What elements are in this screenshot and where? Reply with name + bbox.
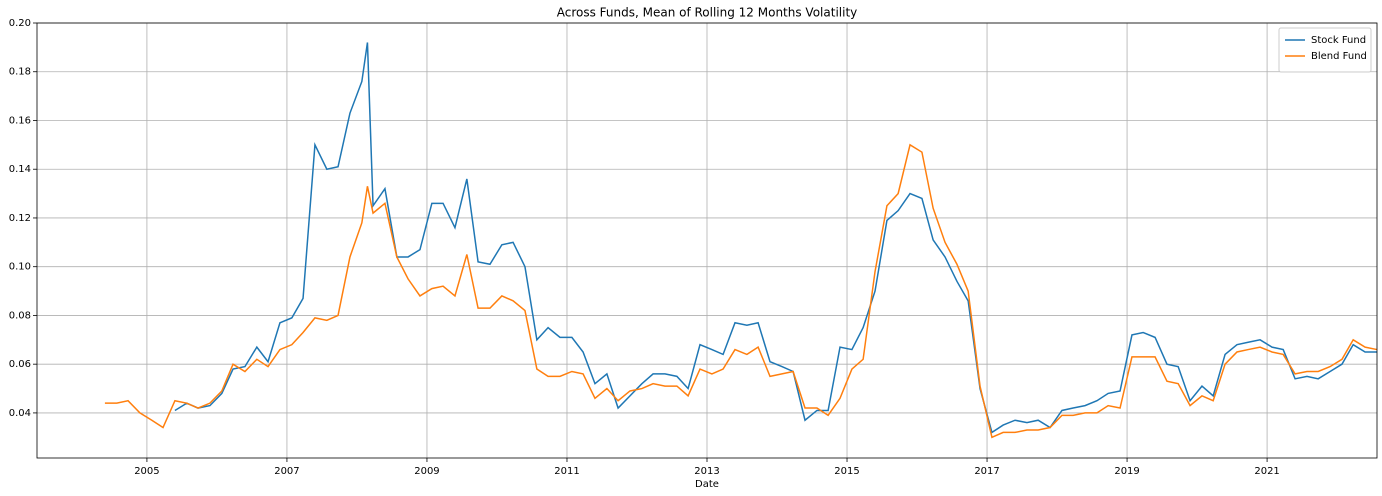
y-tick-label: 0.10 (9, 262, 31, 273)
y-tick-label: 0.04 (9, 408, 31, 419)
legend-label: Stock Fund (1311, 35, 1366, 46)
x-tick-label: 2005 (134, 466, 159, 477)
x-tick-label: 2017 (974, 466, 999, 477)
data-line (104, 143, 1378, 439)
x-tick-label: 2021 (1254, 466, 1279, 477)
y-tick-label: 0.16 (9, 115, 31, 126)
y-tick-label: 0.20 (9, 18, 31, 29)
y-tick-label: 0.08 (9, 310, 31, 321)
y-tick-label: 0.12 (9, 213, 31, 224)
y-tick-label: 0.14 (9, 164, 31, 175)
x-tick-label: 2013 (694, 466, 719, 477)
chart-title: Across Funds, Mean of Rolling 12 Months … (557, 6, 858, 20)
x-tick-label: 2007 (274, 466, 299, 477)
x-tick-label: 2009 (414, 466, 439, 477)
x-tick-label: 2019 (1114, 466, 1139, 477)
x-tick-label: 2015 (834, 466, 859, 477)
legend-box (1278, 27, 1372, 73)
legend-label: Blend Fund (1311, 51, 1367, 62)
plot-frame (36, 22, 1378, 459)
x-axis-label: Date (695, 479, 719, 490)
data-line (174, 42, 1377, 434)
y-tick-label: 0.18 (9, 67, 31, 78)
y-tick-label: 0.06 (9, 359, 31, 370)
x-tick-label: 2011 (554, 466, 579, 477)
